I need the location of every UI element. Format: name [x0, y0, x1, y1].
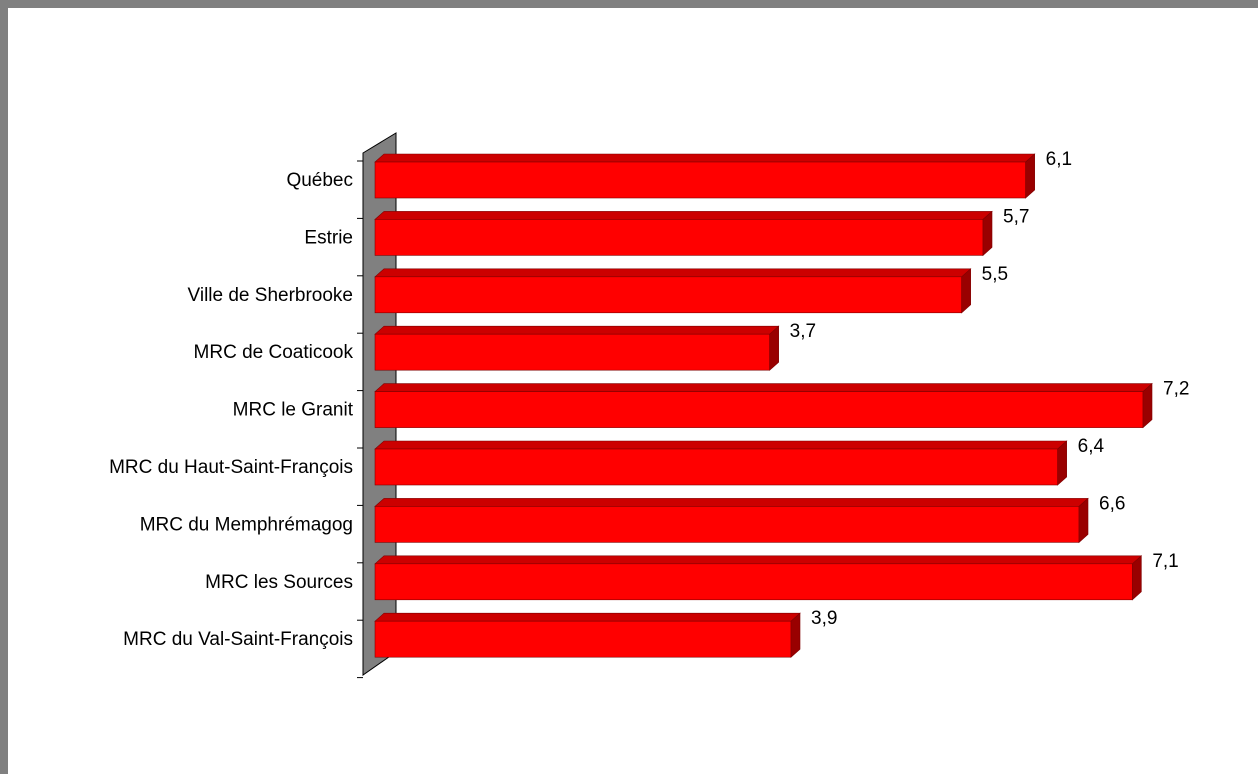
data-label: 3,7 — [790, 321, 816, 342]
bar-side-face — [982, 210, 993, 257]
category-label: MRC du Val-Saint-François — [123, 629, 353, 650]
data-label: 3,9 — [811, 608, 837, 629]
bar-top-face — [374, 268, 972, 278]
bar-5 — [374, 440, 1068, 486]
category-label: MRC les Sources — [205, 572, 353, 593]
bar-front-face — [374, 563, 1133, 601]
bar-side-face — [1132, 555, 1142, 601]
bar-1 — [374, 210, 993, 257]
category-label: MRC de Coaticook — [194, 342, 354, 363]
data-label: 5,5 — [982, 264, 1008, 285]
category-label: MRC du Haut-Saint-François — [109, 457, 353, 478]
bar-side-face — [961, 268, 971, 314]
data-label: 6,4 — [1078, 436, 1105, 457]
bar-side-face — [769, 325, 779, 371]
data-label: 6,1 — [1046, 149, 1072, 170]
bar-top-face — [374, 325, 780, 335]
bar-6 — [374, 497, 1089, 544]
bar-front-face — [374, 448, 1058, 486]
bar-front-face — [374, 333, 770, 371]
category-label: MRC du Memphrémagog — [140, 514, 353, 535]
data-label: 7,2 — [1163, 379, 1189, 400]
data-label: 6,6 — [1099, 493, 1125, 514]
bar-8 — [374, 612, 801, 658]
bar-2 — [374, 268, 972, 314]
category-label: MRC le Granit — [233, 400, 354, 421]
category-label: Ville de Sherbrooke — [188, 285, 353, 306]
bar-4 — [374, 382, 1153, 429]
bar-front-face — [374, 620, 792, 658]
data-label: 7,1 — [1152, 551, 1178, 572]
data-label: 5,7 — [1003, 206, 1029, 227]
bar-top-face — [374, 498, 1089, 507]
bar-front-face — [374, 391, 1144, 428]
bar-front-face — [374, 161, 1026, 199]
chart-labels: Québec 6,1 Estrie 5,7 Ville de Sherbrooke 5,5… — [109, 149, 1189, 650]
category-label: Québec — [286, 170, 353, 191]
bar-chart: Québec 6,1 Estrie 5,7 Ville de Sherbrooke 5,5… — [109, 132, 1189, 679]
bar-top-face — [374, 211, 993, 220]
bar-top-face — [374, 555, 1143, 565]
bar-side-face — [1078, 497, 1089, 544]
category-label: Estrie — [304, 227, 353, 248]
bar-side-face — [1142, 382, 1153, 429]
bar-0 — [374, 153, 1036, 199]
bar-3 — [374, 325, 780, 371]
bar-side-face — [790, 612, 801, 658]
bar-front-face — [374, 219, 984, 256]
bar-top-face — [374, 383, 1153, 392]
bar-side-face — [1057, 440, 1067, 486]
bar-top-face — [374, 440, 1068, 450]
bar-side-face — [1025, 153, 1035, 199]
bar-top-face — [374, 153, 1036, 163]
chart-bars — [374, 153, 1153, 658]
bar-front-face — [374, 506, 1080, 543]
bar-7 — [374, 555, 1143, 601]
bar-top-face — [374, 612, 801, 622]
bar-front-face — [374, 276, 962, 314]
